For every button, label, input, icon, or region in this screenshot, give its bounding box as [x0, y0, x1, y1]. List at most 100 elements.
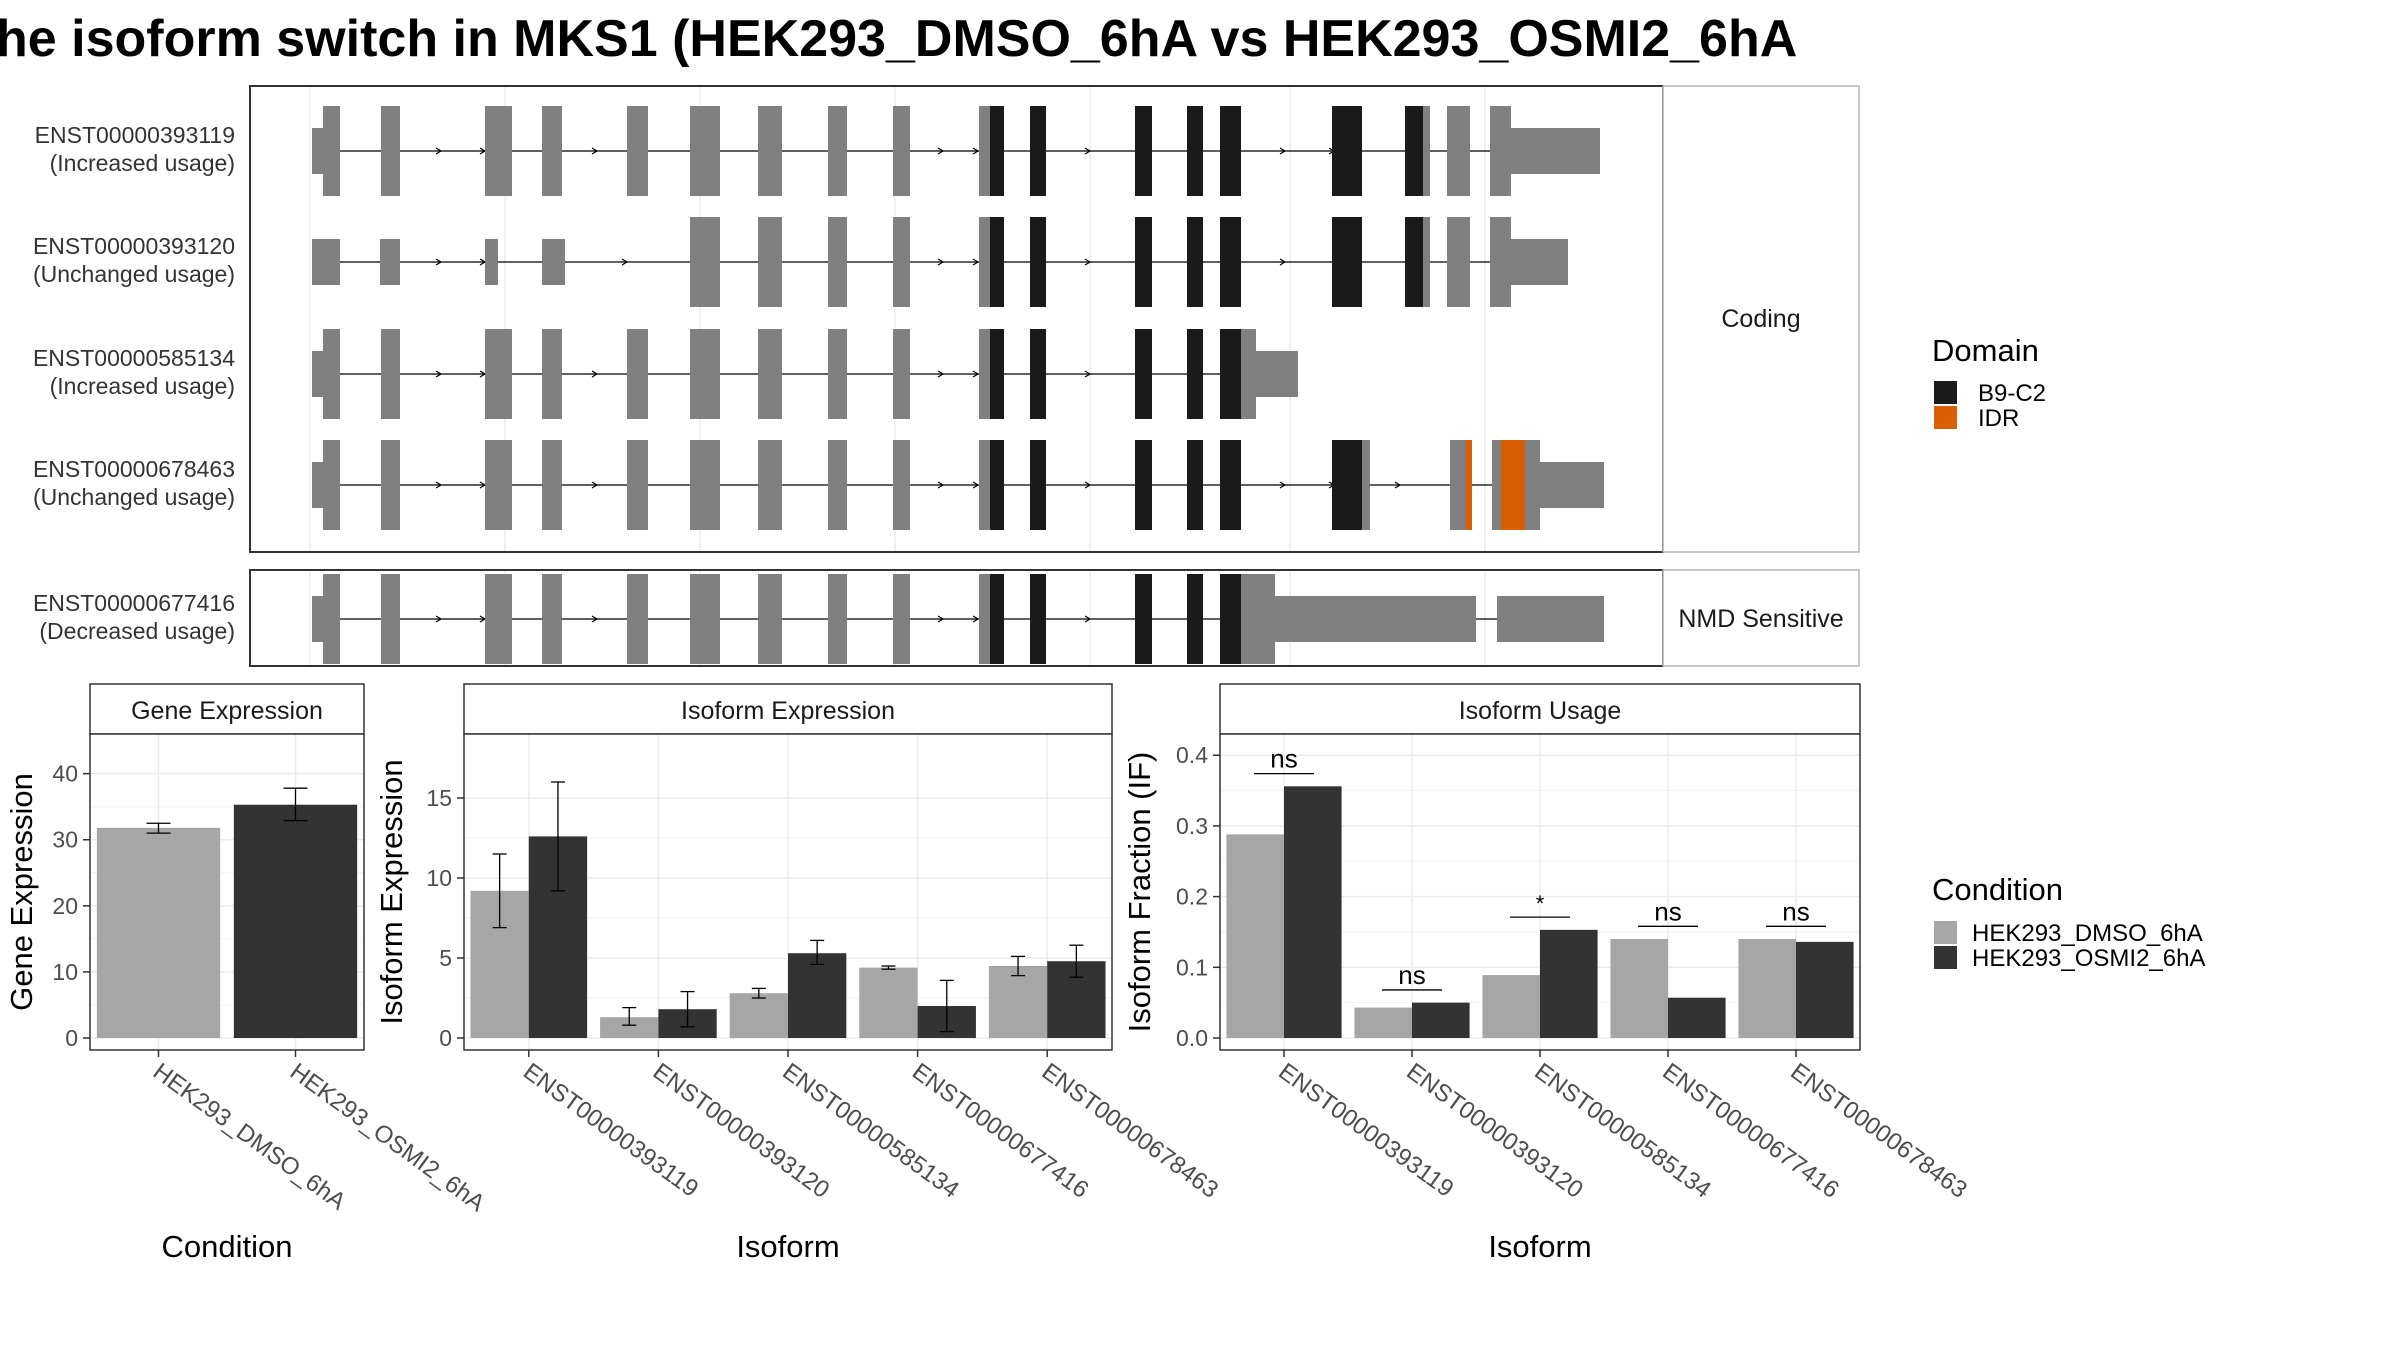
domain-legend-title: Domain [1932, 333, 2039, 368]
exon-block [323, 574, 340, 664]
bar [729, 993, 788, 1038]
exon-block [323, 440, 340, 530]
strand-arrow [1279, 481, 1287, 489]
strand-arrow [972, 481, 980, 489]
exon-block [485, 574, 512, 664]
strand-arrow [435, 258, 443, 266]
exon-block [381, 329, 400, 419]
exon-block [1490, 106, 1511, 196]
exon-block [893, 106, 910, 196]
exon-block [542, 440, 562, 530]
strand-arrow [937, 481, 945, 489]
strand-arrow [937, 258, 945, 266]
panel-title: Isoform Expression [681, 697, 895, 725]
utr-block [312, 128, 323, 174]
exon-block [979, 574, 990, 664]
exon-block [690, 574, 720, 664]
b9c2-domain-block [1030, 329, 1046, 419]
bar [1738, 939, 1796, 1038]
exon-block [1490, 217, 1511, 307]
transcript-track [312, 440, 1604, 530]
figure-title: he isoform switch in MKS1 (HEK293_DMSO_6… [0, 10, 1797, 68]
exon-block [1423, 106, 1430, 196]
utr-block [1540, 462, 1604, 508]
domain-legend: Domain B9-C2 IDR [1932, 333, 2046, 432]
b9c2-domain-block [1187, 106, 1203, 196]
legend-label-dmso: HEK293_DMSO_6hA [1972, 920, 2203, 947]
bar [788, 953, 847, 1038]
y-tick-label: 40 [52, 761, 78, 787]
bar [1796, 941, 1854, 1038]
exon-block [1447, 217, 1470, 307]
strand-arrow [937, 147, 945, 155]
exon-block [758, 217, 782, 307]
significance-label: ns [1654, 896, 1681, 926]
bar [988, 966, 1048, 1038]
b9c2-domain-block [1332, 217, 1362, 307]
utr-block [312, 596, 323, 642]
utr-block [1511, 128, 1600, 174]
y-tick-label: 0 [65, 1025, 78, 1051]
condition-legend-title: Condition [1932, 872, 2063, 907]
exon-block [542, 574, 562, 664]
strand-arrow [972, 147, 980, 155]
utr-block [312, 462, 323, 508]
utr-block [542, 239, 565, 285]
b9c2-domain-block [1187, 217, 1203, 307]
exon-block [381, 574, 400, 664]
y-axis-title: Gene Expression [4, 773, 39, 1011]
exon-block [1362, 440, 1370, 530]
b9c2-domain-block [1220, 574, 1241, 664]
significance-label: ns [1398, 960, 1425, 990]
exon-block [485, 440, 512, 530]
exon-block [690, 217, 720, 307]
bar [600, 1017, 659, 1038]
b9c2-domain-block [990, 329, 1004, 419]
strand-arrow [1279, 147, 1287, 155]
exon-block [758, 574, 782, 664]
exon-block [893, 217, 910, 307]
strand-arrow [591, 481, 599, 489]
transcript-usage-label: (Unchanged usage) [33, 261, 235, 287]
strand-arrow [591, 370, 599, 378]
x-axis-title: Isoform [1488, 1229, 1591, 1264]
exon-block [1450, 440, 1466, 530]
transcript-id-label: ENST00000393120 [33, 233, 235, 259]
b9c2-domain-block [1135, 106, 1152, 196]
transcript-usage-label: (Increased usage) [50, 373, 235, 399]
bar-charts: Gene Expression010203040HEK293_DMSO_6hAH… [4, 683, 1972, 1264]
bar [1482, 975, 1540, 1038]
b9c2-domain-block [1135, 329, 1152, 419]
strand-arrow [621, 258, 629, 266]
condition-legend: Condition HEK293_DMSO_6hA HEK293_OSMI2_6… [1932, 872, 2205, 972]
x-axis-title: Isoform [736, 1229, 839, 1264]
utr-block [312, 239, 340, 285]
legend-swatch-idr [1934, 406, 1957, 429]
b9c2-domain-block [1220, 329, 1241, 419]
strand-arrow [972, 370, 980, 378]
strand-arrow [591, 147, 599, 155]
exon-block [893, 574, 910, 664]
strand-arrow [435, 370, 443, 378]
exon-block [542, 329, 562, 419]
exon-block [758, 440, 782, 530]
exon-block [542, 106, 562, 196]
b9c2-domain-block [1135, 217, 1152, 307]
transcript-id-label: ENST00000677416 [33, 590, 235, 616]
bar [1354, 1007, 1412, 1038]
strand-arrow [937, 370, 945, 378]
idr-domain-block [1466, 440, 1472, 530]
strand-arrow [972, 615, 980, 623]
b9c2-domain-block [1135, 440, 1152, 530]
b9c2-domain-block [1220, 106, 1241, 196]
y-axis-title: Isoform Fraction (IF) [1122, 752, 1157, 1033]
transcript-usage-label: (Increased usage) [50, 150, 235, 176]
b9c2-domain-block [1220, 440, 1241, 530]
exon-block [690, 329, 720, 419]
transcript-track [312, 574, 1604, 664]
bar [1668, 997, 1726, 1038]
y-tick-label: 0.4 [1176, 742, 1208, 768]
transcript-structure-panel [249, 85, 1664, 667]
